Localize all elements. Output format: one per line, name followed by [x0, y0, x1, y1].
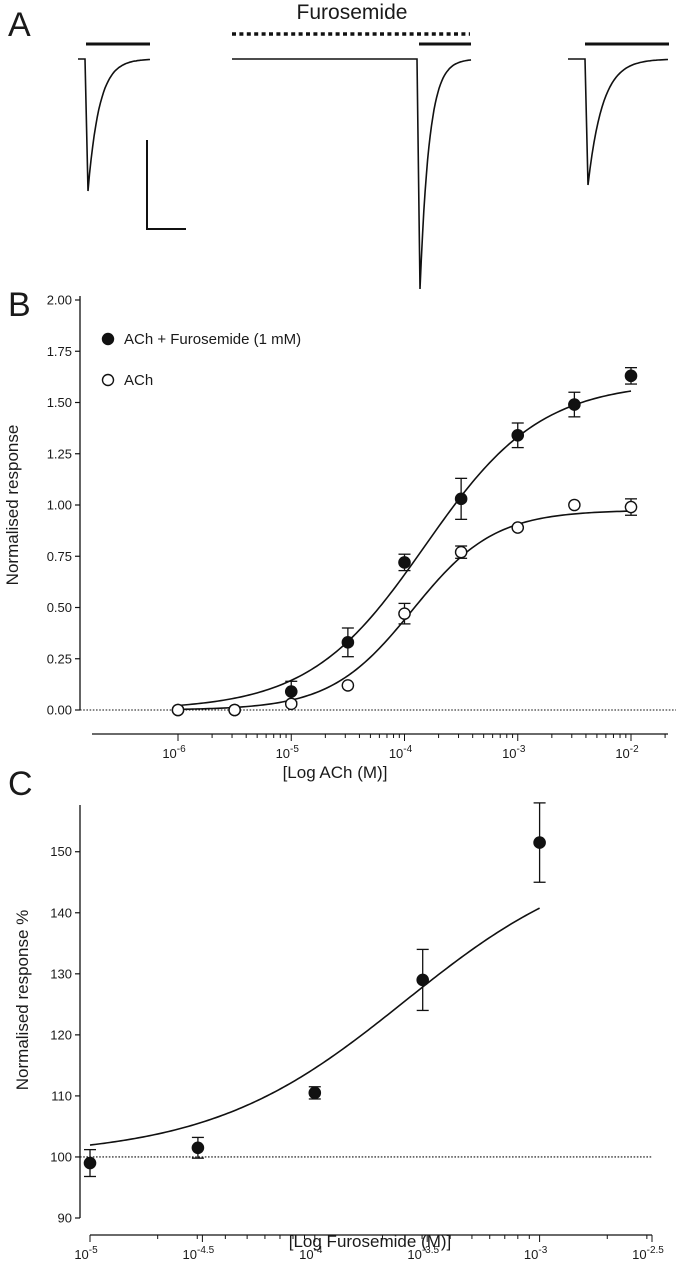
y-tick-label: 140 [50, 905, 72, 920]
y-tick-label: 90 [58, 1211, 72, 1226]
data-point-filled [454, 492, 468, 506]
data-point-filled [83, 1156, 97, 1170]
data-point-filled [568, 398, 581, 411]
panel-b-axes: 0.00 0.25 0.50 0.75 1.00 1.25 1.50 1.75 2.00 10-6… [47, 293, 676, 761]
data-point-open [171, 703, 185, 717]
data-point-filled [624, 369, 638, 383]
x-tick-label: 10-4.5 [183, 1245, 215, 1262]
fit-curve-series-1 [177, 390, 632, 707]
x-tick-label: 10-4 [389, 744, 413, 761]
y-tick-label: 120 [50, 1027, 72, 1042]
y-tick-label: 0.75 [47, 549, 72, 564]
data-point-open [284, 697, 298, 711]
data-point-filled [284, 685, 298, 698]
x-tick-label: 10-5 [74, 1245, 98, 1262]
data-point-filled [191, 1141, 205, 1155]
legend-marker-filled [101, 332, 115, 346]
y-tick-label: 130 [50, 966, 72, 981]
current-trace-control [78, 58, 151, 192]
y-tick-label: 0.50 [47, 600, 72, 615]
data-point-open [398, 607, 411, 620]
data-point-filled [341, 636, 355, 649]
panel-b-data-points [171, 366, 638, 717]
panel-b-legend: ACh + Furosemide (1 mM) ACh [101, 331, 301, 389]
panel-b-fit-curves [177, 390, 632, 711]
panel-b: B 0.00 0.25 0.50 0.75 1.00 1.25 1.50 1.75 2.00 10… [3, 286, 676, 782]
y-tick-label: 100 [50, 1149, 72, 1164]
data-point-open [624, 500, 638, 514]
y-tick-label: 1.75 [47, 344, 72, 359]
data-point-filled [533, 836, 546, 849]
panel-b-x-axis-title: [Log ACh (M)] [283, 763, 388, 782]
current-trace-washout [568, 58, 669, 186]
legend-label-ach-furosemide: ACh + Furosemide (1 mM) [124, 331, 301, 348]
panel-b-y-axis-title: Normalised response [3, 425, 22, 586]
panel-c-x-axis-title: [Log Furosemide (M)] [289, 1232, 452, 1251]
data-point-open [568, 498, 581, 512]
current-trace-furosemide [232, 58, 472, 290]
panel-c-label: C [8, 765, 33, 803]
y-tick-label: 1.50 [47, 395, 72, 410]
panel-c-data-points [83, 802, 546, 1178]
x-tick-label: 10-5 [276, 744, 300, 761]
x-tick-label: 10-4 [299, 1245, 323, 1262]
data-point-open [228, 703, 241, 717]
scale-bar [146, 140, 186, 230]
panel-c-fit-curve [89, 907, 540, 1146]
y-tick-label: 110 [51, 1088, 72, 1103]
data-point-filled [511, 428, 525, 442]
panel-a-label: A [8, 6, 31, 44]
data-point-filled [308, 1086, 322, 1100]
y-tick-label: 1.00 [47, 498, 72, 513]
x-tick-label: 10-2 [615, 744, 639, 761]
legend-marker-open [101, 373, 115, 387]
panel-c: C 90 100 110 120 130 140 150 10-5 10-4.5 10-4 10-3… [8, 765, 664, 1262]
x-tick-label: 10-6 [162, 744, 186, 761]
x-tick-label: 10-3 [524, 1245, 548, 1262]
x-tick-label: 10-3 [502, 744, 526, 761]
y-tick-label: 0.25 [47, 651, 72, 666]
data-point-filled [398, 556, 411, 569]
data-point-filled [416, 973, 430, 987]
y-tick-label: 2.00 [47, 293, 72, 308]
furosemide-label: Furosemide [297, 1, 408, 24]
y-tick-label: 150 [50, 844, 72, 859]
legend-label-ach: ACh [124, 372, 153, 389]
panel-c-y-axis-title: Normalised response % [13, 910, 32, 1090]
panel-c-axes: 90 100 110 120 130 140 150 10-5 10-4.5 10-4 10-3.5… [50, 805, 664, 1262]
panel-a: A Furosemide [8, 1, 669, 290]
data-point-open [511, 521, 525, 534]
data-point-open [341, 679, 355, 692]
data-point-open [454, 545, 468, 559]
fit-curve-series-1 [89, 907, 540, 1146]
y-tick-label: 1.25 [47, 446, 72, 461]
x-tick-label: 10-3.5 [407, 1245, 439, 1262]
panel-b-label: B [8, 286, 31, 324]
y-tick-label: 0.00 [47, 703, 72, 718]
x-tick-label: 10-2.5 [632, 1245, 664, 1262]
